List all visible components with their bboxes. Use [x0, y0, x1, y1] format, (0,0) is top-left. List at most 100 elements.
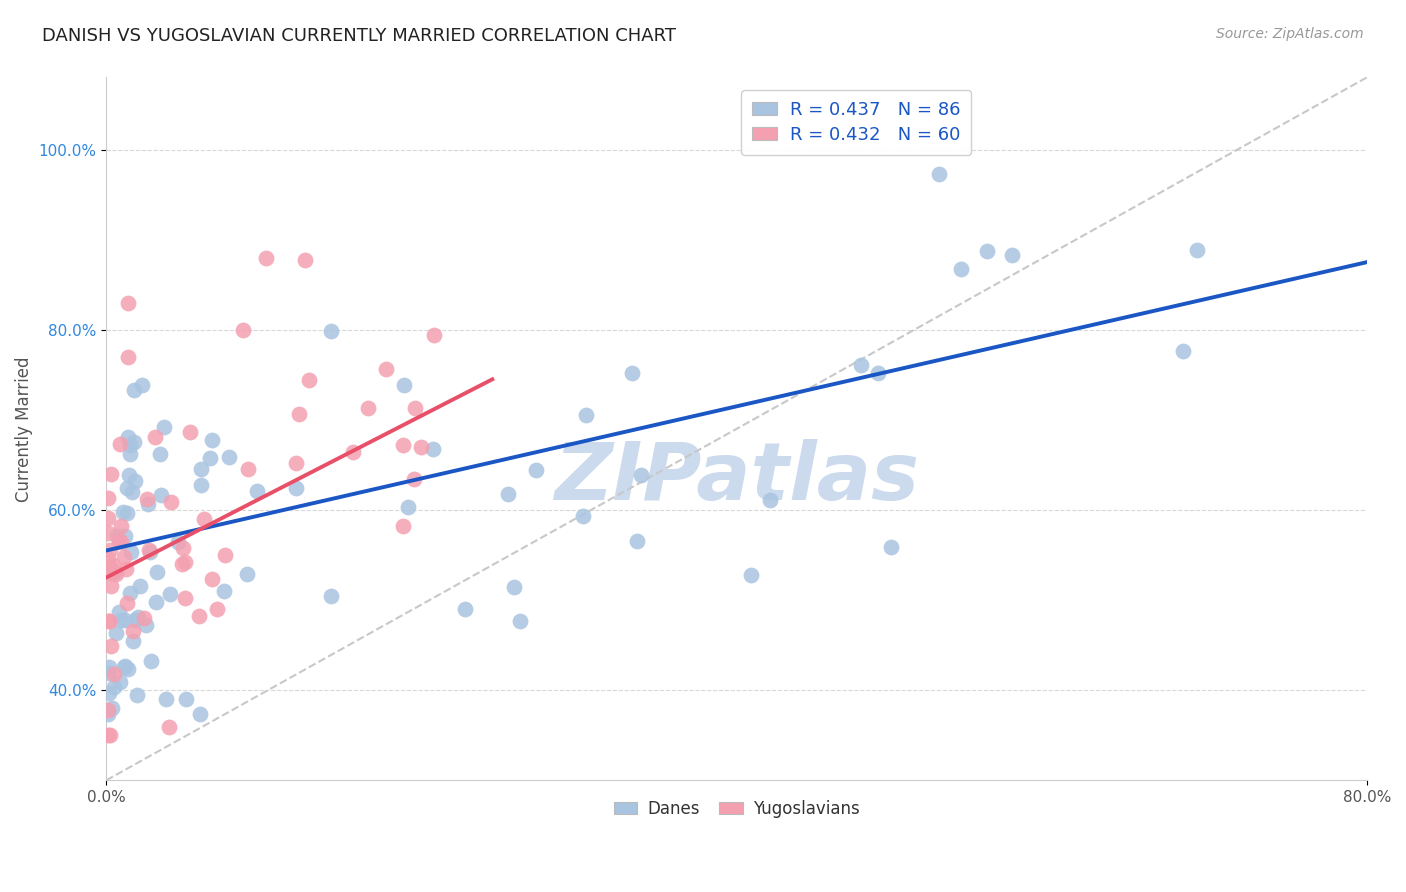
Point	[879, 540, 901, 554]
Point	[503, 580, 526, 594]
Point	[100, 467, 122, 481]
Point	[620, 366, 643, 380]
Point	[98, 615, 121, 629]
Point	[174, 555, 197, 569]
Point	[127, 609, 149, 624]
Point	[98, 666, 121, 681]
Point	[148, 447, 170, 461]
Point	[288, 408, 311, 422]
Point	[409, 441, 432, 455]
Point	[198, 451, 221, 466]
Point	[112, 550, 135, 565]
Point	[117, 430, 139, 444]
Point	[246, 484, 269, 499]
Point	[155, 691, 177, 706]
Point	[173, 591, 195, 606]
Point	[97, 526, 120, 541]
Point	[172, 541, 194, 555]
Point	[950, 261, 973, 276]
Point	[392, 519, 415, 533]
Point	[572, 508, 595, 523]
Point	[404, 401, 426, 415]
Point	[174, 692, 197, 706]
Point	[98, 614, 121, 628]
Point	[98, 558, 121, 573]
Point	[100, 639, 122, 653]
Point	[392, 377, 415, 392]
Point	[145, 430, 167, 444]
Point	[976, 244, 998, 258]
Point	[135, 618, 157, 632]
Point	[285, 456, 308, 470]
Point	[97, 728, 120, 742]
Point	[105, 566, 128, 581]
Point	[118, 467, 141, 482]
Point	[101, 558, 124, 572]
Text: DANISH VS YUGOSLAVIAN CURRENTLY MARRIED CORRELATION CHART: DANISH VS YUGOSLAVIAN CURRENTLY MARRIED …	[42, 27, 676, 45]
Point	[114, 658, 136, 673]
Point	[117, 662, 139, 676]
Point	[149, 488, 172, 502]
Point	[98, 728, 121, 742]
Point	[866, 366, 889, 380]
Point	[97, 491, 120, 505]
Point	[294, 252, 316, 267]
Point	[157, 720, 180, 734]
Point	[396, 500, 419, 514]
Point	[190, 462, 212, 476]
Point	[524, 463, 547, 477]
Point	[232, 323, 254, 337]
Point	[179, 425, 201, 439]
Point	[131, 377, 153, 392]
Point	[112, 505, 135, 519]
Point	[201, 433, 224, 447]
Point	[122, 624, 145, 638]
Point	[190, 478, 212, 492]
Point	[138, 543, 160, 558]
Point	[153, 420, 176, 434]
Point	[114, 613, 136, 627]
Point	[145, 595, 167, 609]
Point	[759, 492, 782, 507]
Point	[146, 565, 169, 579]
Point	[172, 558, 194, 572]
Point	[128, 579, 150, 593]
Point	[167, 535, 190, 549]
Point	[392, 438, 415, 452]
Point	[110, 613, 132, 627]
Point	[187, 608, 209, 623]
Point	[118, 447, 141, 461]
Point	[740, 568, 762, 582]
Point	[132, 611, 155, 625]
Point	[454, 601, 477, 615]
Point	[851, 358, 873, 372]
Point	[117, 350, 139, 364]
Point	[139, 545, 162, 559]
Point	[98, 686, 121, 700]
Point	[357, 401, 380, 416]
Point	[218, 450, 240, 464]
Point	[121, 485, 143, 500]
Point	[319, 589, 342, 603]
Point	[100, 579, 122, 593]
Point	[122, 434, 145, 449]
Point	[97, 660, 120, 674]
Point	[1171, 343, 1194, 358]
Point	[97, 511, 120, 525]
Point	[214, 548, 236, 562]
Point	[110, 535, 132, 549]
Point	[114, 529, 136, 543]
Point	[108, 675, 131, 690]
Point	[97, 552, 120, 566]
Point	[112, 660, 135, 674]
Point	[108, 605, 131, 619]
Point	[575, 408, 598, 422]
Point	[118, 438, 141, 452]
Point	[97, 706, 120, 721]
Point	[201, 572, 224, 586]
Text: Source: ZipAtlas.com: Source: ZipAtlas.com	[1216, 27, 1364, 41]
Text: ZIPatlas: ZIPatlas	[554, 440, 920, 517]
Point	[342, 445, 364, 459]
Point	[285, 481, 308, 495]
Point	[238, 462, 260, 476]
